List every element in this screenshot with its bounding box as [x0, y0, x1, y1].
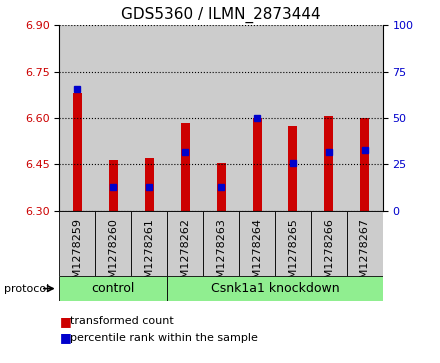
Bar — [289, 126, 297, 211]
Title: GDS5360 / ILMN_2873444: GDS5360 / ILMN_2873444 — [121, 7, 321, 23]
Bar — [167, 211, 203, 276]
Bar — [239, 25, 275, 211]
Bar — [167, 25, 203, 211]
Bar — [59, 25, 95, 211]
Bar — [324, 117, 334, 211]
Bar — [203, 25, 239, 211]
Text: GSM1278262: GSM1278262 — [180, 219, 190, 293]
Bar — [216, 163, 226, 211]
Text: GSM1278263: GSM1278263 — [216, 219, 226, 293]
Bar — [253, 118, 261, 211]
Bar — [311, 211, 347, 276]
Bar — [59, 211, 95, 276]
Text: ■: ■ — [59, 315, 71, 328]
Bar — [145, 158, 154, 211]
Bar — [347, 211, 383, 276]
Text: GSM1278265: GSM1278265 — [288, 219, 298, 293]
Bar — [59, 276, 167, 301]
Bar — [95, 25, 131, 211]
Bar — [131, 25, 167, 211]
Text: protocol: protocol — [4, 284, 50, 294]
Text: transformed count: transformed count — [70, 316, 173, 326]
Bar — [95, 211, 131, 276]
Bar — [167, 276, 383, 301]
Text: GSM1278259: GSM1278259 — [72, 219, 82, 293]
Bar — [181, 123, 190, 211]
Bar — [347, 25, 383, 211]
Text: percentile rank within the sample: percentile rank within the sample — [70, 333, 257, 343]
Text: ■: ■ — [59, 331, 71, 344]
Bar — [131, 211, 167, 276]
Bar — [311, 25, 347, 211]
Text: GSM1278267: GSM1278267 — [360, 219, 370, 293]
Bar — [275, 211, 311, 276]
Text: GSM1278261: GSM1278261 — [144, 219, 154, 293]
Bar — [73, 93, 82, 211]
Text: GSM1278266: GSM1278266 — [324, 219, 334, 293]
Text: GSM1278264: GSM1278264 — [252, 219, 262, 293]
Bar — [239, 211, 275, 276]
Bar — [275, 25, 311, 211]
Bar — [109, 160, 118, 211]
Bar — [203, 211, 239, 276]
Text: GSM1278260: GSM1278260 — [108, 219, 118, 293]
Bar — [360, 118, 369, 211]
Text: control: control — [92, 282, 135, 295]
Text: Csnk1a1 knockdown: Csnk1a1 knockdown — [211, 282, 339, 295]
